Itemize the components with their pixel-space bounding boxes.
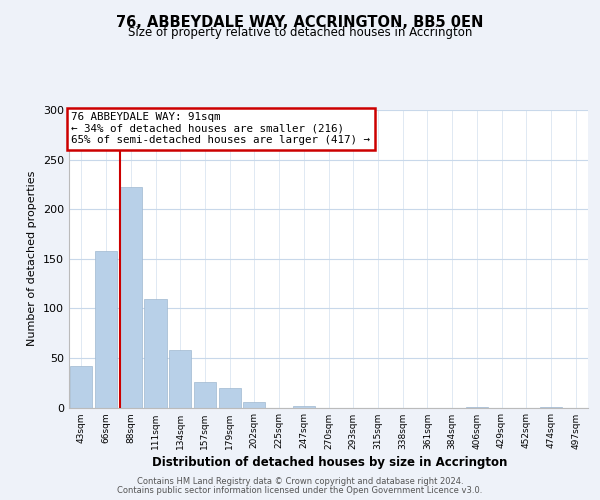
Bar xyxy=(466,406,488,408)
Y-axis label: Number of detached properties: Number of detached properties xyxy=(28,171,37,346)
Bar xyxy=(95,251,117,408)
Bar xyxy=(218,388,241,407)
Text: Distribution of detached houses by size in Accrington: Distribution of detached houses by size … xyxy=(152,456,508,469)
Text: 76, ABBEYDALE WAY, ACCRINGTON, BB5 0EN: 76, ABBEYDALE WAY, ACCRINGTON, BB5 0EN xyxy=(116,15,484,30)
Text: Contains public sector information licensed under the Open Government Licence v3: Contains public sector information licen… xyxy=(118,486,482,495)
Bar xyxy=(194,382,216,407)
Text: Size of property relative to detached houses in Accrington: Size of property relative to detached ho… xyxy=(128,26,472,39)
Text: Contains HM Land Registry data © Crown copyright and database right 2024.: Contains HM Land Registry data © Crown c… xyxy=(137,477,463,486)
Bar xyxy=(70,366,92,408)
Bar xyxy=(540,406,562,408)
Bar xyxy=(145,300,167,408)
Bar xyxy=(293,406,315,407)
Text: 76 ABBEYDALE WAY: 91sqm
← 34% of detached houses are smaller (216)
65% of semi-d: 76 ABBEYDALE WAY: 91sqm ← 34% of detache… xyxy=(71,112,370,145)
Bar xyxy=(243,402,265,407)
Bar xyxy=(169,350,191,408)
Bar xyxy=(119,188,142,408)
